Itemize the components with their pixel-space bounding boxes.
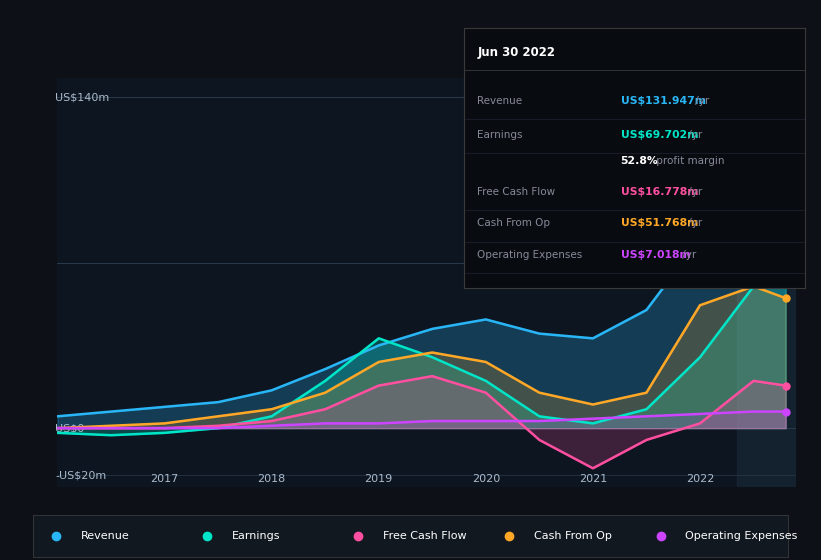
Text: 52.8%: 52.8% xyxy=(621,156,658,166)
Text: Revenue: Revenue xyxy=(478,96,523,106)
Text: 2022: 2022 xyxy=(686,474,714,484)
Text: US$131.947m: US$131.947m xyxy=(621,96,705,106)
Text: 2020: 2020 xyxy=(472,474,500,484)
Text: 2018: 2018 xyxy=(258,474,286,484)
Bar xyxy=(737,78,796,487)
Text: /yr: /yr xyxy=(679,250,696,259)
Text: 2019: 2019 xyxy=(365,474,393,484)
Text: /yr: /yr xyxy=(686,187,703,197)
Text: /yr: /yr xyxy=(686,218,703,228)
Text: US$7.018m: US$7.018m xyxy=(621,250,690,259)
Text: Free Cash Flow: Free Cash Flow xyxy=(478,187,556,197)
Text: 2017: 2017 xyxy=(150,474,179,484)
Text: US$0: US$0 xyxy=(55,423,85,433)
Text: Free Cash Flow: Free Cash Flow xyxy=(383,531,467,541)
Text: Cash From Op: Cash From Op xyxy=(478,218,551,228)
Text: profit margin: profit margin xyxy=(653,156,724,166)
Text: Revenue: Revenue xyxy=(81,531,130,541)
Text: Jun 30 2022: Jun 30 2022 xyxy=(478,46,556,59)
Text: Operating Expenses: Operating Expenses xyxy=(686,531,798,541)
Text: 2021: 2021 xyxy=(579,474,607,484)
Text: Operating Expenses: Operating Expenses xyxy=(478,250,583,259)
Text: /yr: /yr xyxy=(692,96,709,106)
Text: -US$20m: -US$20m xyxy=(55,470,107,480)
Text: Earnings: Earnings xyxy=(478,130,523,140)
Text: /yr: /yr xyxy=(686,130,703,140)
Text: US$69.702m: US$69.702m xyxy=(621,130,698,140)
Text: US$51.768m: US$51.768m xyxy=(621,218,698,228)
Text: Cash From Op: Cash From Op xyxy=(534,531,612,541)
Text: US$140m: US$140m xyxy=(55,92,109,102)
Text: US$16.778m: US$16.778m xyxy=(621,187,698,197)
Text: Earnings: Earnings xyxy=(232,531,281,541)
